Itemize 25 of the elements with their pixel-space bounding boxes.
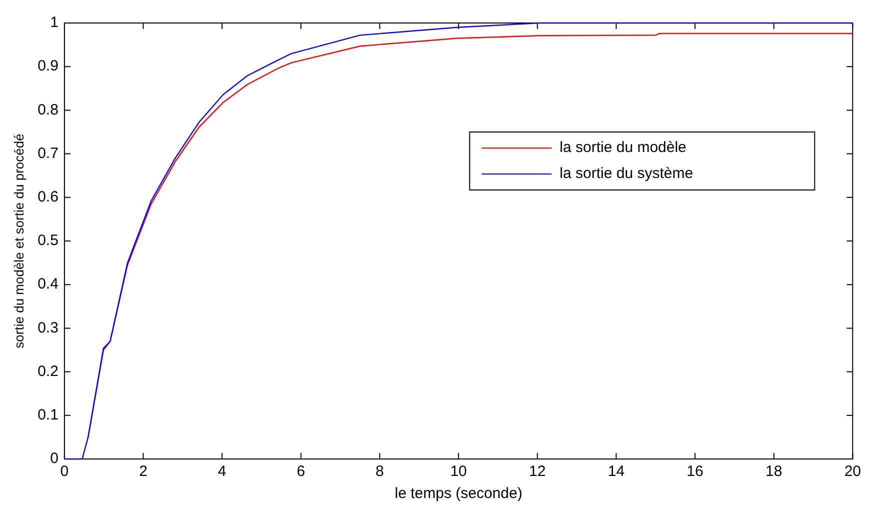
x-tick-label: 8 (376, 463, 384, 480)
x-tick-label: 2 (139, 463, 148, 480)
x-tick-label: 16 (686, 463, 704, 480)
x-tick-label: 20 (844, 463, 861, 480)
y-tick-label: 0.6 (38, 188, 58, 206)
x-tick-label: 10 (450, 463, 467, 480)
x-axis-title: le temps (seconde) (394, 485, 522, 502)
legend-label: la sortie du modèle (560, 139, 686, 156)
y-axis-title: sortie du modèle et sortie du procédé (11, 134, 26, 348)
y-tick-label: 0.3 (38, 319, 58, 336)
y-tick-label: 0.2 (38, 362, 58, 380)
y-tick-label: 0.9 (38, 58, 58, 75)
y-tick-label: 0.7 (38, 144, 58, 162)
x-tick-label: 12 (529, 463, 546, 480)
y-tick-label: 0.5 (38, 232, 58, 250)
y-tick-label: 0.8 (38, 101, 58, 118)
y-tick-label: 1 (50, 14, 58, 32)
legend-label: la sortie du système (560, 165, 694, 182)
y-tick-label: 0 (50, 450, 58, 468)
x-tick-label: 4 (218, 463, 226, 480)
y-tick-label: 0.4 (38, 276, 58, 293)
y-tick-label: 0.1 (38, 406, 58, 424)
x-tick-label: 6 (296, 463, 306, 480)
x-tick-label: 14 (608, 463, 625, 480)
x-tick-label: 18 (765, 463, 782, 480)
